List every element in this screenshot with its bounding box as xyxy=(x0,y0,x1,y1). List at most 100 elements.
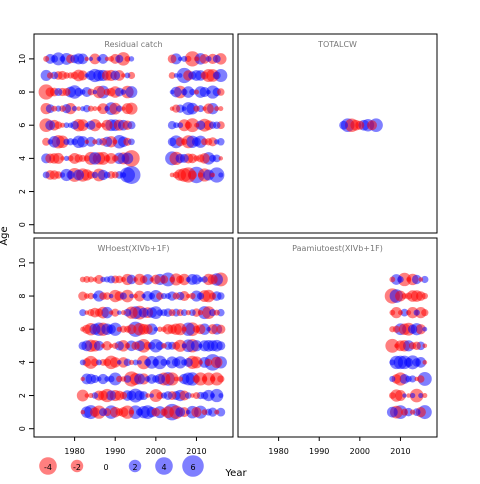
residual-bubble xyxy=(409,388,424,403)
residual-bubble xyxy=(187,170,197,180)
panel-frame xyxy=(33,237,234,438)
residual-bubble xyxy=(71,105,78,112)
residual-bubble xyxy=(422,326,428,332)
residual-bubble xyxy=(83,155,90,162)
residual-bubble xyxy=(186,409,191,415)
residual-bubble xyxy=(59,56,66,62)
residual-bubble xyxy=(192,375,201,383)
residual-bubble xyxy=(191,137,201,147)
residual-bubble xyxy=(168,72,176,79)
residual-bubble xyxy=(42,137,51,146)
residual-bubble xyxy=(210,393,216,398)
residual-bubble xyxy=(116,375,123,383)
residual-bubble xyxy=(112,139,118,145)
residual-bubble xyxy=(100,343,106,349)
residual-bubble xyxy=(95,138,103,146)
panel-title: Residual catch xyxy=(104,40,162,49)
residual-bubble xyxy=(145,393,150,398)
residual-bubble xyxy=(160,408,168,416)
residual-bubble xyxy=(155,341,165,351)
residual-bubble xyxy=(128,56,135,62)
residual-bubble xyxy=(209,292,217,300)
residual-bubble xyxy=(67,122,74,128)
residual-bubble xyxy=(84,393,90,398)
residual-bubble xyxy=(97,373,109,385)
residual-bubble xyxy=(103,88,111,96)
residual-bubble xyxy=(148,342,156,350)
residual-bubble xyxy=(409,392,416,399)
residual-bubble xyxy=(185,310,191,316)
residual-bubble xyxy=(203,103,214,114)
residual-bubble xyxy=(152,375,160,383)
residual-bubble xyxy=(394,390,406,402)
residual-bubble xyxy=(96,56,102,62)
panel-title: WHoest(XIVb+1F) xyxy=(97,244,169,253)
residual-bubble xyxy=(409,409,416,415)
residual-bubble xyxy=(422,360,428,365)
residual-bubble xyxy=(412,358,421,367)
residual-bubble xyxy=(213,309,220,316)
residual-bubble xyxy=(171,358,181,367)
residual-bubble xyxy=(397,310,403,316)
residual-bubble xyxy=(42,171,50,179)
residual-bubble xyxy=(386,406,398,418)
legend-bubble xyxy=(182,455,204,477)
x-tick-label: 2010 xyxy=(186,447,206,456)
residual-bubble xyxy=(209,376,216,382)
residual-bubble xyxy=(121,106,126,111)
residual-bubble xyxy=(123,375,132,383)
residual-bubble xyxy=(195,120,206,130)
residual-bubble xyxy=(131,341,140,350)
residual-bubble xyxy=(339,120,348,130)
y-tick-label: 2 xyxy=(18,393,27,398)
residual-bubble xyxy=(120,89,127,95)
residual-bubble xyxy=(123,358,132,367)
residual-bubble xyxy=(401,408,408,416)
legend-bubble xyxy=(39,457,57,475)
residual-bubble xyxy=(83,293,90,299)
residual-bubble xyxy=(138,307,149,318)
residual-bubble xyxy=(84,139,90,144)
residual-bubble xyxy=(159,275,169,284)
residual-bubble xyxy=(149,277,155,282)
residual-bubble xyxy=(179,373,190,385)
residual-bubble xyxy=(189,292,196,300)
residual-bubble xyxy=(421,275,429,284)
residual-bubble xyxy=(84,73,90,78)
residual-bubble xyxy=(176,275,185,284)
residual-bubble xyxy=(172,104,181,113)
residual-bubble xyxy=(99,408,108,417)
residual-bubble xyxy=(80,409,85,415)
residual-bubble xyxy=(88,152,102,165)
residual-bubble xyxy=(84,310,90,315)
residual-bubble xyxy=(191,407,202,418)
residual-bubble xyxy=(104,376,110,382)
residual-bubble xyxy=(201,276,208,283)
residual-bubble xyxy=(120,310,126,316)
y-axis-2: 0 2 4 6 8 10 xyxy=(18,258,34,431)
panel-title: TOTALCW xyxy=(317,40,357,49)
residual-bubble xyxy=(139,391,149,401)
residual-bubble xyxy=(111,308,120,317)
residual-bubble xyxy=(106,390,117,401)
residual-bubble xyxy=(141,293,146,299)
residual-bubble xyxy=(156,309,164,316)
residual-bubble xyxy=(181,138,188,145)
residual-bubble xyxy=(389,276,396,283)
residual-bubble xyxy=(190,340,203,352)
residual-bubble xyxy=(210,172,216,178)
residual-bubble xyxy=(405,375,412,383)
residual-bubble xyxy=(115,275,124,284)
residual-bubble xyxy=(188,71,197,80)
y-tick-label: 10 xyxy=(18,258,27,268)
residual-bubble xyxy=(92,85,106,99)
residual-bubble xyxy=(94,274,104,285)
residual-bubble xyxy=(66,170,75,180)
residual-bubble xyxy=(405,310,412,316)
residual-bubble xyxy=(173,122,180,129)
residual-bubble xyxy=(82,324,92,334)
x-tick-label: 1990 xyxy=(105,447,125,456)
residual-bubble xyxy=(124,55,131,62)
residual-bubble xyxy=(201,138,209,146)
residual-bubble xyxy=(160,392,168,399)
